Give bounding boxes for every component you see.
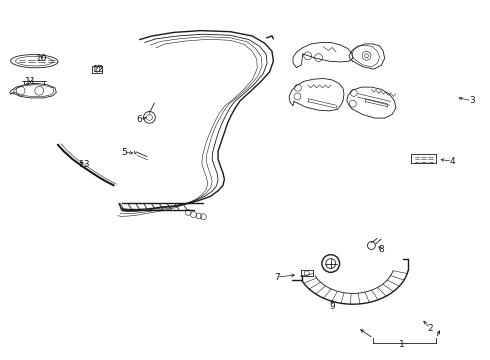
Text: 3: 3 bbox=[469, 96, 475, 105]
Text: 12: 12 bbox=[93, 65, 105, 74]
Text: 10: 10 bbox=[36, 54, 48, 63]
Text: 2: 2 bbox=[427, 324, 433, 333]
Text: 1: 1 bbox=[399, 341, 405, 349]
Text: 8: 8 bbox=[378, 245, 384, 253]
Text: 11: 11 bbox=[24, 77, 36, 85]
Text: 7: 7 bbox=[274, 273, 280, 282]
Text: 5: 5 bbox=[121, 148, 127, 157]
Text: 9: 9 bbox=[329, 302, 335, 311]
Text: 6: 6 bbox=[137, 115, 143, 124]
Text: 4: 4 bbox=[449, 157, 455, 166]
Text: 13: 13 bbox=[78, 161, 90, 170]
